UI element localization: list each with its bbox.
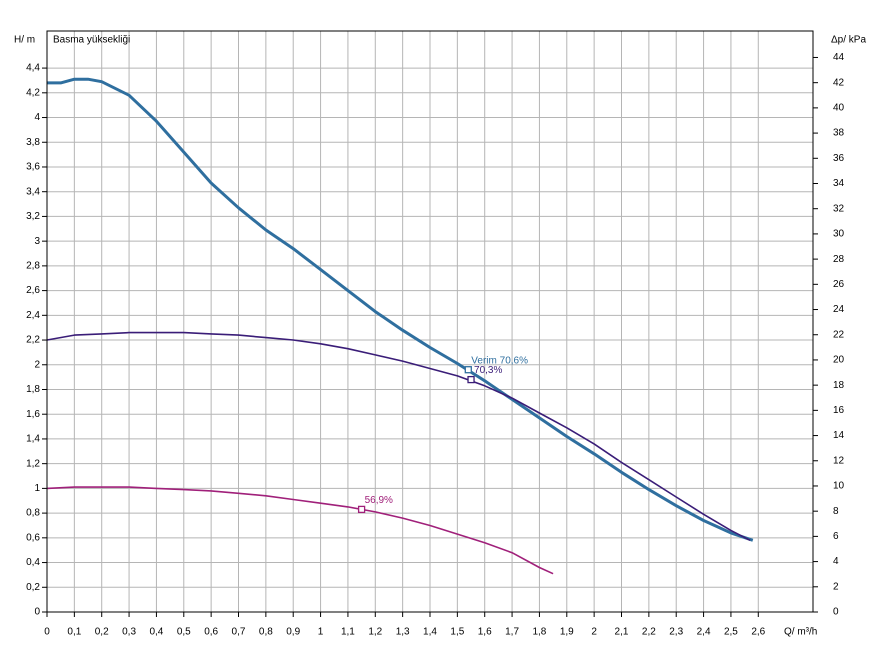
x-tick-label: 2,5 [724,627,738,638]
y-tick-label: 1,8 [26,384,40,395]
y-tick-label: 2,2 [26,335,40,346]
x-tick-label: 1,9 [560,627,574,638]
x-tick-label: 0,3 [122,627,136,638]
y2-tick-label: 44 [833,52,845,63]
y2-tick-label: 28 [833,254,845,265]
y-tick-label: 0 [34,607,40,618]
y-tick-label: 0,2 [26,582,40,593]
x-tick-label: 0,8 [259,627,273,638]
y2-tick-label: 18 [833,380,845,391]
y-tick-label: 3,6 [26,162,40,173]
x-tick-label: 2,4 [697,627,711,638]
y2-tick-label: 16 [833,405,845,416]
x-tick-label: 1,1 [341,627,355,638]
operating-point [357,505,366,514]
y2-axis-label: Δp/ kPa [831,35,866,46]
operating-point [464,366,472,374]
y2-tick-label: 32 [833,203,845,214]
x-tick-label: 2,3 [669,627,683,638]
y-tick-label: 2,6 [26,285,40,296]
y-tick-label: 0,8 [26,508,40,519]
y2-tick-label: 8 [833,506,839,517]
curve [46,331,751,542]
grid [46,31,813,613]
y2-tick-label: 40 [833,103,845,114]
curve [47,77,754,542]
y-tick-label: 4,2 [26,87,40,98]
y2-tick-label: 4 [833,556,839,567]
chart-title: Basma yüksekliği [53,35,130,46]
y2-tick-label: 14 [833,430,845,441]
annotation: Verim 70,6% [471,355,528,366]
y-tick-label: 3 [34,236,40,247]
y-tick-label: 2,4 [26,310,40,321]
x-tick-label: 1 [318,627,324,638]
y2-tick-label: 36 [833,153,845,164]
y2-tick-label: 34 [833,178,845,189]
y2-tick-label: 10 [833,481,845,492]
x-tick-label: 2,1 [615,627,629,638]
y2-tick-label: 30 [833,229,845,240]
y-tick-label: 1 [34,483,40,494]
x-tick-label: 2 [591,627,597,638]
x-tick-label: 0,1 [67,627,81,638]
annotation: 70,3% [474,365,502,376]
x-tick-label: 0,6 [204,627,218,638]
y-tick-label: 4,4 [26,63,40,74]
y2-tick-label: 38 [833,128,845,139]
x-tick-label: 1,4 [423,627,437,638]
y-tick-label: 3,2 [26,211,40,222]
y-tick-label: 0,4 [26,557,40,568]
y-tick-label: 1,2 [26,458,40,469]
x-tick-label: 0,9 [286,627,300,638]
y-tick-label: 3,4 [26,186,40,197]
x-tick-label: 0,4 [149,627,163,638]
x-tick-label: 1,2 [368,627,382,638]
x-tick-label: 1,7 [505,627,519,638]
y2-tick-label: 26 [833,279,845,290]
y-tick-label: 4 [34,112,40,123]
y2-tick-label: 2 [833,581,839,592]
annotation: 56,9% [365,495,393,506]
x-tick-label: 2,6 [751,627,765,638]
y2-tick-label: 0 [833,607,839,618]
x-tick-label: 1,3 [396,627,410,638]
y2-tick-label: 42 [833,77,845,88]
y-tick-label: 2 [34,359,40,370]
curve [46,486,554,575]
y-axis-label: H/ m [14,35,35,46]
y-tick-label: 3,8 [26,137,40,148]
y2-tick-label: 6 [833,531,839,542]
y2-tick-label: 12 [833,455,845,466]
lines [46,77,754,575]
y2-tick-label: 20 [833,355,845,366]
x-axis-label: Q/ m³/h [784,627,817,638]
x-tick-label: 0,7 [232,627,246,638]
y-tick-label: 1,6 [26,409,40,420]
y2-tick-label: 24 [833,304,845,315]
x-tick-label: 2,2 [642,627,656,638]
x-tick-label: 0,2 [95,627,109,638]
y2-tick-label: 22 [833,329,845,340]
operating-point [467,375,475,384]
y-tick-label: 0,6 [26,532,40,543]
y-tick-label: 1,4 [26,434,40,445]
y-tick-label: 2,8 [26,261,40,272]
x-tick-label: 0 [44,627,50,638]
x-tick-label: 1,6 [478,627,492,638]
x-tick-label: 0,5 [177,627,191,638]
x-tick-label: 1,8 [532,627,546,638]
x-tick-label: 1,5 [450,627,464,638]
